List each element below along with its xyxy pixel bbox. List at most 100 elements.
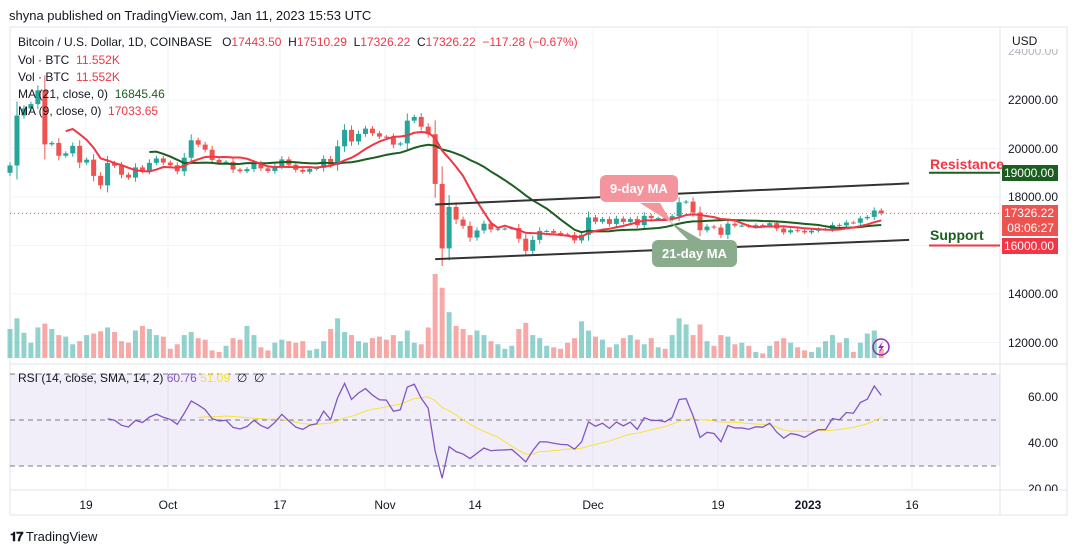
candle <box>481 220 487 234</box>
candle <box>460 216 466 229</box>
candle-body <box>809 230 815 233</box>
volume-bar <box>446 312 452 358</box>
candle <box>802 229 808 235</box>
volume-bar <box>565 342 571 358</box>
candle <box>244 167 250 174</box>
candle <box>627 216 633 225</box>
volume-bar <box>460 328 466 358</box>
candle-body <box>119 165 125 175</box>
candle <box>21 105 27 119</box>
support-label: Support <box>930 227 984 243</box>
volume-bar <box>42 323 48 358</box>
candle <box>272 163 278 174</box>
candle <box>683 199 689 204</box>
candle-body <box>878 210 884 214</box>
candle-body <box>850 222 856 224</box>
volume-bar <box>641 344 647 358</box>
symbol-name[interactable]: Bitcoin / U.S. Dollar, 1D, COINBASE <box>18 35 213 49</box>
volume-bar <box>816 347 822 358</box>
candle <box>376 130 382 139</box>
legend-main: Bitcoin / U.S. Dollar, 1D, COINBASE O174… <box>18 35 578 49</box>
volume-bar <box>662 348 668 358</box>
candle-body <box>49 142 55 145</box>
candle <box>105 156 111 193</box>
volume-bar <box>356 341 361 358</box>
volume-bar <box>342 332 348 358</box>
volume-bar <box>781 338 787 358</box>
candle-body <box>767 223 773 226</box>
candle-body <box>7 165 13 173</box>
volume-bar <box>411 342 417 358</box>
volume-bar <box>63 336 69 358</box>
candle <box>704 224 710 233</box>
resistance-label: Resistance <box>930 156 1004 172</box>
candle <box>467 221 473 242</box>
volume-bar <box>558 348 564 358</box>
volume-bar <box>188 332 194 358</box>
volume-bar <box>286 341 292 358</box>
candle-body <box>98 175 104 186</box>
candle-body <box>857 218 863 223</box>
ma21-callout-pointer <box>670 222 705 242</box>
volume-bar <box>655 347 661 358</box>
vol-value: 11.552K <box>76 53 120 67</box>
volume-bar <box>119 341 125 358</box>
price-tick: 18000.00 <box>1007 190 1058 204</box>
candle <box>732 221 738 228</box>
ma21-label: MA (21, close, 0) <box>18 87 109 101</box>
volume-bar <box>544 345 550 358</box>
candle-body <box>390 136 396 145</box>
volume-bar <box>725 336 731 358</box>
candle <box>613 215 619 227</box>
candle <box>404 113 410 151</box>
footer-brand[interactable]: 𝟏𝟕 TradingView <box>10 529 97 545</box>
candle-body <box>739 225 745 227</box>
candle <box>599 216 605 224</box>
candle <box>125 172 131 180</box>
candle-body <box>300 169 306 172</box>
candle <box>725 219 731 240</box>
high-label: H <box>288 35 297 49</box>
candle-body <box>105 163 111 186</box>
candle-body <box>404 120 410 144</box>
candle-body <box>237 169 243 172</box>
volume-bar <box>84 335 90 358</box>
volume-bar <box>760 353 766 358</box>
volume-bar <box>537 338 543 358</box>
legend-ma21[interactable]: MA (21, close, 0) 16845.46 <box>18 87 165 101</box>
price-tick: 14000.00 <box>1007 287 1058 301</box>
candle-body <box>195 140 201 145</box>
volume-bar <box>195 338 201 358</box>
candle-body <box>160 158 166 163</box>
volume-bar <box>739 342 745 358</box>
price-tick: 24000.00 <box>1007 44 1058 58</box>
time-tick: 16 <box>905 498 919 512</box>
candle-body <box>432 134 438 184</box>
candle-body <box>474 230 480 238</box>
candle-body <box>802 230 808 233</box>
close-label: C <box>416 35 426 49</box>
candle-body <box>272 166 278 172</box>
low-value: 17326.22 <box>360 35 411 49</box>
candle <box>28 101 34 112</box>
bolt-icon <box>872 338 890 356</box>
volume-bar <box>802 350 808 358</box>
legend-vol-1[interactable]: Vol · BTC 11.552K <box>18 53 120 67</box>
legend-rsi[interactable]: RSI (14, close, SMA, 14, 2) 60.76 51.09 … <box>18 371 264 385</box>
candle-body <box>84 159 90 163</box>
volume-bar <box>230 338 236 358</box>
volume-bar <box>523 322 529 358</box>
legend-ma9[interactable]: MA (9, close, 0) 17033.65 <box>18 104 158 118</box>
candle-body <box>648 215 654 219</box>
volume-bar <box>572 338 578 358</box>
candle <box>432 120 438 198</box>
candle <box>56 138 62 161</box>
currency-label: USD <box>1012 34 1038 48</box>
volume-bar <box>857 342 863 358</box>
rsi-extra-1: ∅ <box>236 371 248 385</box>
candle-body <box>258 163 264 169</box>
candle-body <box>397 143 403 145</box>
legend-vol-2[interactable]: Vol · BTC 11.552K <box>18 70 120 84</box>
volume-bar <box>328 328 334 358</box>
